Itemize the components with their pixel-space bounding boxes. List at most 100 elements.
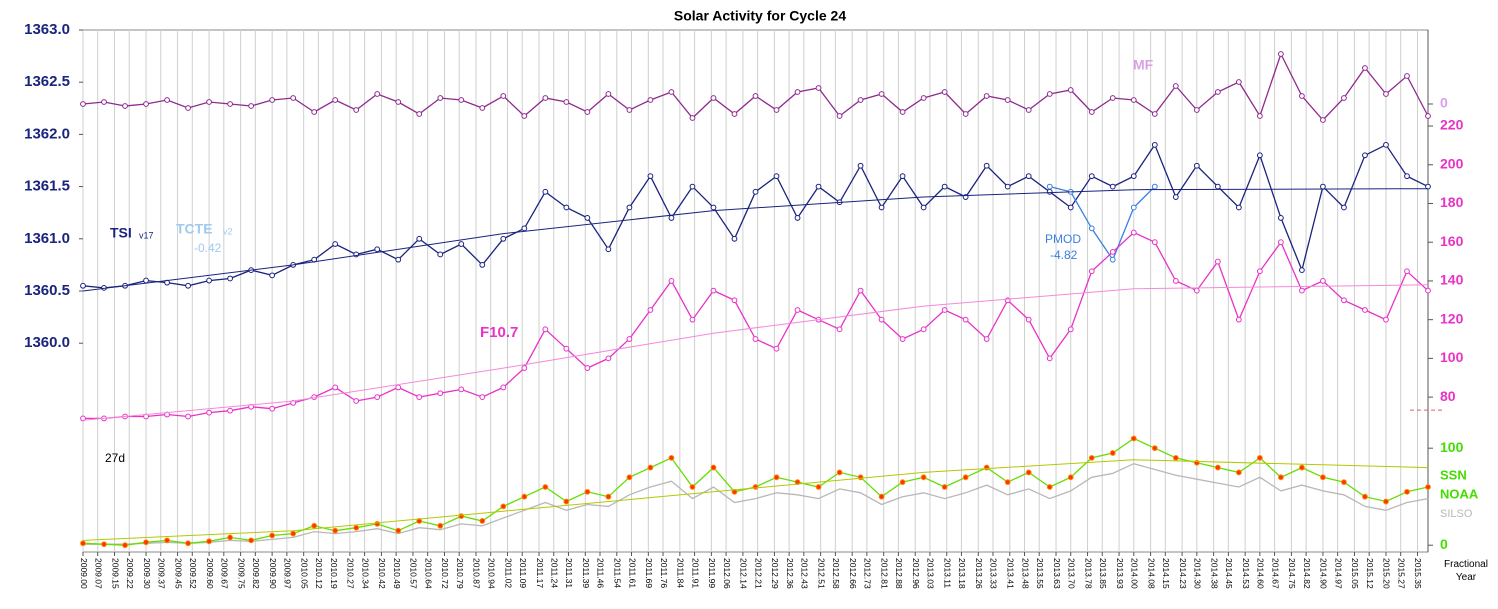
data-point bbox=[1235, 79, 1242, 85]
data-point bbox=[584, 365, 591, 371]
x-tick-label: 2010.57 bbox=[409, 558, 419, 589]
data-point bbox=[1256, 268, 1263, 275]
data-point bbox=[626, 474, 633, 481]
x-tick-label: 2013.85 bbox=[1098, 558, 1108, 589]
data-point bbox=[1172, 83, 1179, 89]
data-point bbox=[101, 541, 107, 548]
data-point bbox=[479, 262, 486, 268]
data-point bbox=[395, 384, 402, 391]
y-tick-label: 1360.5 bbox=[24, 282, 70, 299]
x-tick-label: 2015.27 bbox=[1396, 558, 1406, 589]
data-point bbox=[521, 493, 528, 500]
data-point bbox=[1193, 162, 1200, 169]
data-point bbox=[1404, 268, 1410, 275]
data-point bbox=[710, 464, 717, 471]
y-tick-label: 1361.5 bbox=[24, 178, 70, 195]
data-point bbox=[374, 394, 381, 401]
data-point bbox=[1299, 464, 1305, 471]
x-tick-label: 2011.09 bbox=[518, 558, 528, 588]
x-tick-label: 2010.79 bbox=[455, 558, 465, 589]
data-point bbox=[500, 503, 507, 510]
data-point bbox=[143, 277, 149, 284]
data-point bbox=[437, 95, 444, 101]
label: SILSO bbox=[1440, 508, 1473, 520]
series-line bbox=[83, 231, 1429, 420]
y-tick-label: 180 bbox=[1440, 194, 1464, 210]
x-tick-label: 2012.81 bbox=[879, 558, 889, 589]
data-point bbox=[248, 103, 255, 109]
data-point bbox=[689, 484, 696, 490]
data-point bbox=[1151, 141, 1158, 148]
data-point bbox=[458, 386, 465, 393]
x-tick-label: 2010.27 bbox=[346, 558, 356, 589]
data-point bbox=[899, 479, 906, 486]
x-tick-label: 2014.23 bbox=[1178, 558, 1188, 589]
data-point bbox=[1320, 117, 1326, 123]
data-point bbox=[185, 540, 191, 547]
data-point bbox=[437, 522, 444, 529]
data-point bbox=[731, 297, 738, 304]
data-point bbox=[668, 89, 675, 95]
x-tick-label: 2011.24 bbox=[550, 558, 560, 588]
label: MF bbox=[1133, 57, 1154, 73]
data-point bbox=[353, 524, 360, 531]
data-point bbox=[374, 91, 381, 97]
x-tick-label: 2013.78 bbox=[1083, 558, 1093, 589]
data-point bbox=[668, 215, 675, 221]
y-tick-label: 220 bbox=[1440, 117, 1464, 133]
label: PMOD bbox=[1045, 232, 1081, 246]
data-point bbox=[941, 307, 948, 313]
data-point bbox=[1067, 87, 1074, 93]
data-point bbox=[920, 204, 927, 211]
data-point bbox=[164, 537, 170, 544]
data-point bbox=[80, 282, 86, 289]
data-point bbox=[647, 464, 654, 471]
data-point bbox=[563, 345, 570, 352]
data-point bbox=[752, 336, 759, 342]
x-tick-label: 2009.07 bbox=[93, 558, 103, 589]
data-point bbox=[668, 454, 675, 461]
data-point bbox=[920, 474, 927, 481]
data-point bbox=[815, 484, 822, 490]
data-point bbox=[1151, 183, 1158, 190]
data-point bbox=[1046, 188, 1053, 195]
x-tick-label: 2009.30 bbox=[142, 558, 152, 589]
data-point bbox=[899, 173, 906, 180]
data-point bbox=[206, 538, 212, 545]
x-tick-label: 2014.30 bbox=[1193, 558, 1203, 589]
y-tick-label: 200 bbox=[1440, 155, 1464, 171]
data-point bbox=[542, 188, 549, 195]
data-point bbox=[269, 97, 276, 103]
plot-frame bbox=[82, 29, 1429, 553]
data-point bbox=[1151, 111, 1158, 117]
y-tick-label: 140 bbox=[1440, 272, 1464, 288]
x-tick-label: 2012.21 bbox=[753, 558, 763, 589]
label: 27d bbox=[105, 451, 125, 465]
data-point bbox=[983, 93, 990, 99]
x-tick-label: 2015.05 bbox=[1350, 558, 1360, 589]
data-point bbox=[1235, 469, 1242, 476]
data-point bbox=[227, 275, 234, 282]
label: SSN bbox=[1440, 467, 1467, 482]
x-tick-label: 2014.15 bbox=[1161, 558, 1171, 589]
data-point bbox=[122, 542, 128, 549]
data-point bbox=[1193, 287, 1200, 294]
data-point bbox=[1320, 474, 1326, 481]
data-point bbox=[1299, 267, 1305, 274]
data-point bbox=[227, 101, 234, 107]
data-point bbox=[899, 336, 906, 342]
x-tick-label: 2009.52 bbox=[188, 558, 198, 589]
data-point bbox=[1256, 454, 1263, 461]
x-tick-label: 2010.19 bbox=[329, 558, 339, 589]
data-point bbox=[605, 246, 612, 253]
data-point bbox=[584, 488, 591, 495]
x-tick-label: 2014.38 bbox=[1209, 558, 1219, 589]
data-point bbox=[773, 107, 780, 113]
data-point bbox=[836, 326, 843, 333]
data-point bbox=[689, 316, 696, 323]
x-tick-label: 2013.93 bbox=[1115, 558, 1125, 589]
label: TCTE bbox=[176, 221, 213, 237]
data-point bbox=[1067, 326, 1074, 333]
